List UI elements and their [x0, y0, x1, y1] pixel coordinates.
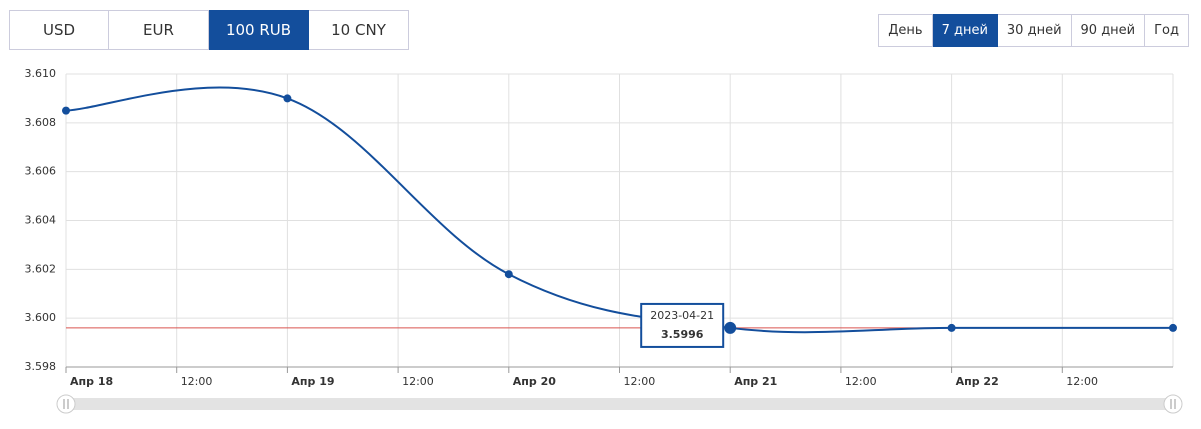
- data-point: [1169, 323, 1177, 332]
- x-tick-label: 12:00: [181, 375, 213, 388]
- tooltip-box: [640, 302, 725, 348]
- series-line: [65, 86, 1173, 334]
- currency-button[interactable]: 10 CNY: [309, 10, 409, 50]
- data-point: [947, 323, 956, 332]
- x-tick-label: Апр 18: [70, 375, 113, 388]
- currency-button[interactable]: 100 RUB: [209, 10, 309, 50]
- tooltip-date: 2023-04-21: [650, 309, 714, 322]
- period-button[interactable]: 7 дней: [932, 14, 998, 47]
- period-button[interactable]: Год: [1145, 14, 1189, 47]
- period-tabs: День 7 дней 30 дней 90 дней Год: [878, 14, 1189, 47]
- navigator-track: [66, 398, 1173, 410]
- tooltip-value: 3.5996: [661, 328, 704, 341]
- period-button[interactable]: День: [878, 14, 933, 47]
- data-point: [62, 106, 70, 115]
- y-tick-label: 3.602: [25, 262, 57, 275]
- y-tick-label: 3.606: [25, 165, 57, 178]
- navigator-handle[interactable]: [1163, 394, 1183, 414]
- period-button[interactable]: 90 дней: [1071, 14, 1146, 47]
- y-tick-label: 3.610: [25, 67, 57, 80]
- x-tick-label: 12:00: [624, 375, 656, 388]
- x-tick-label: Апр 22: [956, 375, 999, 388]
- data-point: [724, 321, 737, 334]
- x-tick-label: Апр 20: [513, 375, 556, 388]
- y-tick-label: 3.604: [25, 214, 57, 227]
- y-tick-label: 3.600: [25, 311, 57, 324]
- data-point: [283, 94, 292, 103]
- y-tick-label: 3.598: [25, 360, 57, 373]
- currency-tabs: USD EUR 100 RUB 10 CNY: [9, 10, 409, 50]
- currency-button[interactable]: EUR: [109, 10, 209, 50]
- x-tick-label: Апр 19: [291, 375, 334, 388]
- currency-button[interactable]: USD: [9, 10, 109, 50]
- navigator-handle[interactable]: [56, 394, 76, 414]
- x-tick-label: 12:00: [845, 375, 877, 388]
- y-tick-label: 3.608: [25, 116, 57, 129]
- x-tick-label: 12:00: [1066, 375, 1098, 388]
- x-tick-label: 12:00: [402, 375, 434, 388]
- period-button[interactable]: 30 дней: [997, 14, 1072, 47]
- data-point: [504, 270, 513, 279]
- x-tick-label: Апр 21: [734, 375, 777, 388]
- tooltip: 2023-04-21 3.5996: [640, 302, 725, 348]
